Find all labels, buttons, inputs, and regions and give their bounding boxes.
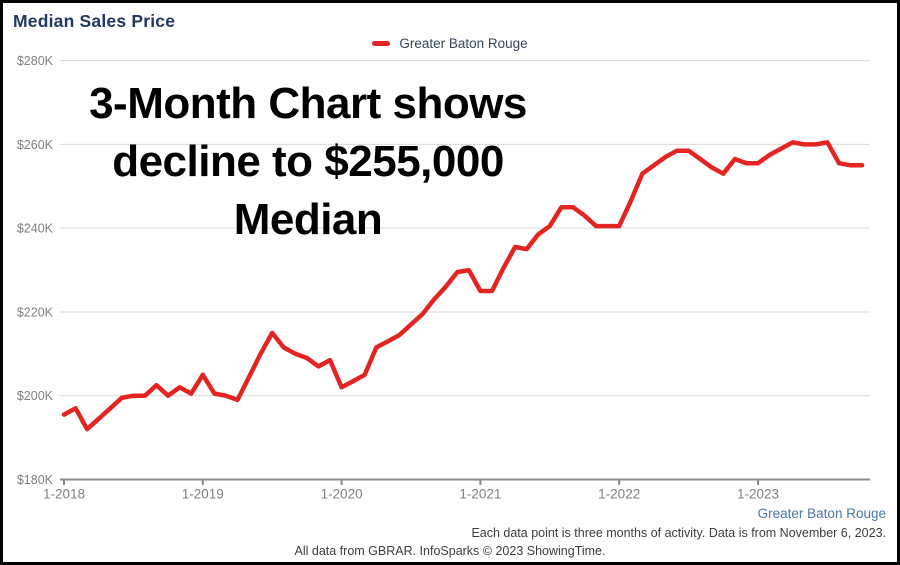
x-axis-tick-label: 1-2020 <box>321 487 363 502</box>
footer-series-label: Greater Baton Rouge <box>757 506 886 521</box>
chart-title: Median Sales Price <box>13 11 176 31</box>
legend-label: Greater Baton Rouge <box>399 36 528 51</box>
x-axis-tick-label: 1-2023 <box>737 487 779 502</box>
legend-line-swatch <box>372 41 391 46</box>
annotation-line-1: 3-Month Chart shows <box>89 79 527 128</box>
annotation-line-3: Median <box>233 195 383 244</box>
annotation-text: 3-Month Chart shows decline to $255,000 … <box>41 75 575 249</box>
footer-note-data-source: Each data point is three months of activ… <box>471 526 886 540</box>
y-axis-tick-label: $260K <box>17 138 54 152</box>
y-axis-tick-label: $220K <box>17 305 54 319</box>
y-axis-tick-label: $180K <box>17 473 54 487</box>
legend[interactable]: Greater Baton Rouge <box>3 36 897 51</box>
x-axis-tick-label: 1-2019 <box>182 487 224 502</box>
x-axis-tick-label: 1-2018 <box>43 487 85 502</box>
y-axis-tick-label: $200K <box>17 389 54 403</box>
footer-note-copyright: All data from GBRAR. InfoSparks © 2023 S… <box>294 544 606 558</box>
line-chart-plot: $180K $200K $220K $240K $260K $280K 1-2018 1-20… <box>17 54 870 502</box>
x-axis-tick-label: 1-2022 <box>598 487 640 502</box>
series-line-greater-baton-rouge <box>61 140 865 432</box>
annotation-line-2: decline to $255,000 <box>112 137 504 186</box>
x-axis-tick-label: 1-2021 <box>459 487 501 502</box>
y-axis-tick-label: $240K <box>17 222 54 236</box>
y-axis-tick-label: $280K <box>17 54 54 68</box>
